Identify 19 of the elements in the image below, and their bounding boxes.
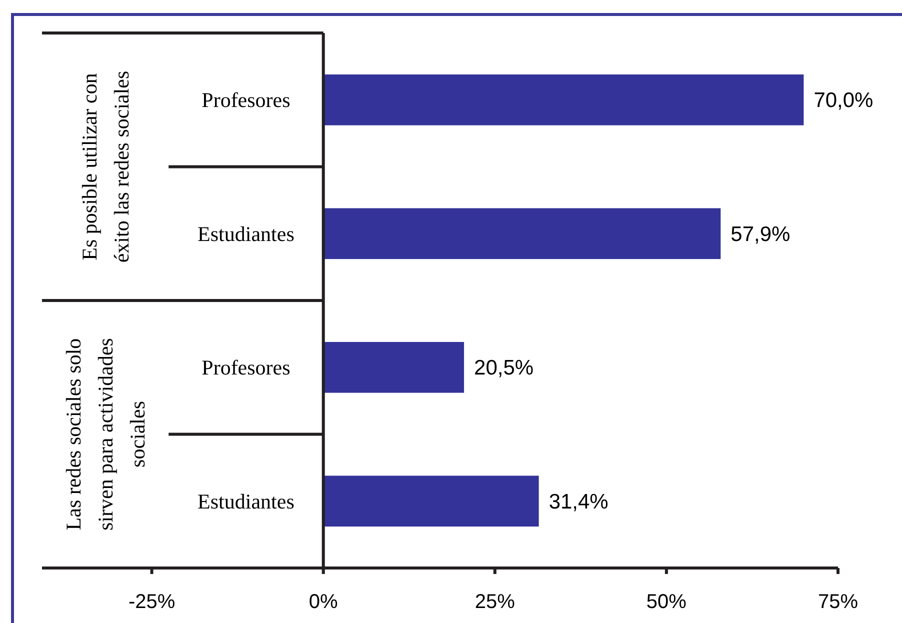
y-tick-label: Profesores — [202, 356, 290, 380]
data-label: 70,0% — [814, 89, 874, 112]
y-tick-label: Estudiantes — [198, 222, 294, 246]
data-label: 20,5% — [474, 356, 534, 380]
x-tick-label: 25% — [474, 591, 516, 613]
bar — [323, 476, 539, 527]
x-tick-label: 0% — [308, 591, 338, 613]
y-tick-label: Estudiantes — [198, 489, 294, 514]
annotation: Es posible utilizar con éxito las redes sociales — [78, 70, 134, 263]
y-tick-label: Profesores — [202, 88, 290, 112]
x-tick-label: 50% — [646, 591, 687, 613]
bar — [323, 74, 804, 126]
x-tick-label: 75% — [818, 591, 858, 613]
annotation: Las redes sociales solo sirven para actividades sociales — [62, 338, 150, 530]
bar — [323, 342, 464, 393]
bar — [323, 208, 721, 260]
x-tick-label: -25% — [128, 591, 176, 613]
data-label: 31,4% — [548, 490, 608, 514]
data-label: 57,9% — [730, 222, 790, 246]
